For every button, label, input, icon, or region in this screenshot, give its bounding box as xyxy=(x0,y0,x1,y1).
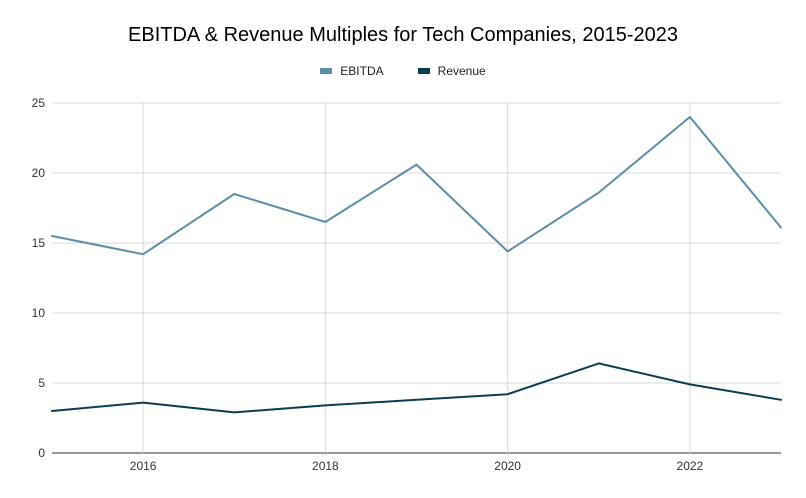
y-tick-label-0: 0 xyxy=(38,446,45,460)
series-line-ebitda xyxy=(51,116,782,256)
legend-label-revenue: Revenue xyxy=(437,64,486,78)
legend-label-ebitda: EBITDA xyxy=(340,64,384,78)
y-tick-label-5: 5 xyxy=(38,376,45,390)
series-line-revenue xyxy=(51,362,782,414)
chart-legend: EBITDA Revenue xyxy=(0,64,806,78)
legend-item-ebitda[interactable]: EBITDA xyxy=(320,64,384,78)
legend-swatch-revenue xyxy=(417,68,430,74)
legend-swatch-ebitda xyxy=(320,68,333,74)
x-tick-label-2020: 2020 xyxy=(494,459,521,473)
legend-item-revenue[interactable]: Revenue xyxy=(417,64,486,78)
y-tick-label-25: 25 xyxy=(32,96,46,110)
x-tick-label-2022: 2022 xyxy=(677,459,704,473)
chart-title: EBITDA & Revenue Multiples for Tech Comp… xyxy=(128,24,678,46)
y-tick-label-15: 15 xyxy=(32,236,46,250)
y-tick-label-10: 10 xyxy=(32,306,46,320)
x-tick-label-2016: 2016 xyxy=(130,459,157,473)
y-tick-label-20: 20 xyxy=(32,166,46,180)
x-tick-label-2018: 2018 xyxy=(312,459,339,473)
